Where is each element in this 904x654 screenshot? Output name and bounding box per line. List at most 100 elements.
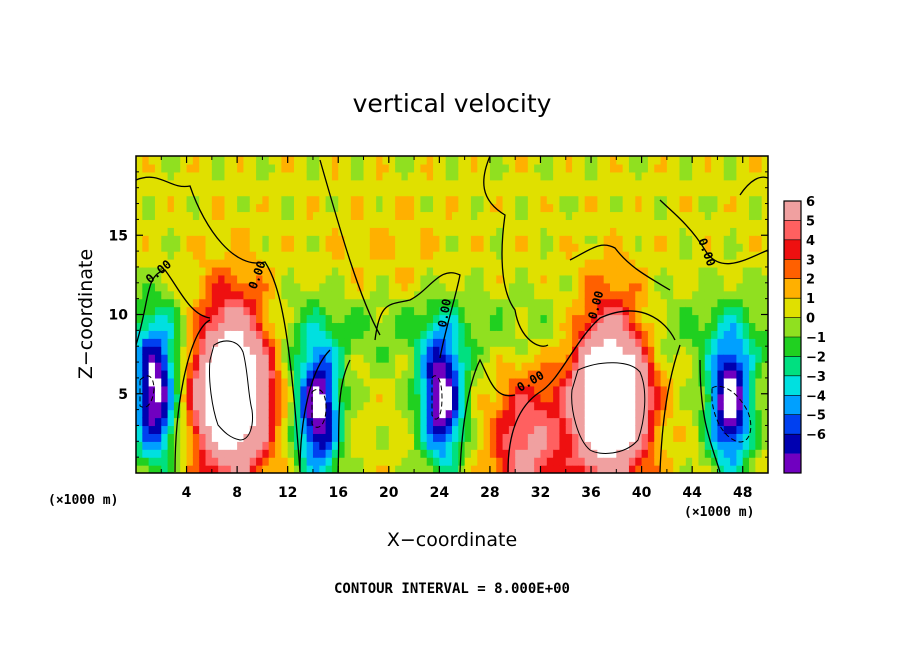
field-cell [268,195,276,205]
field-cell [679,457,687,466]
field-cell [439,369,447,379]
field-cell [591,338,598,347]
field-cell [692,156,700,165]
field-cell [730,243,737,252]
field-cell [205,330,213,339]
field-cell [136,227,143,236]
field-cell [666,195,674,205]
field-cell [395,385,403,395]
field-cell [603,290,611,300]
field-cell [414,163,421,173]
field-cell [508,203,516,213]
field-cell [508,298,516,308]
field-cell [749,306,756,316]
field-cell [508,425,516,434]
field-cell [730,171,737,181]
field-cell [483,465,491,473]
field-cell [319,251,327,260]
field-cell [205,354,213,363]
field-cell [660,251,668,260]
field-cell [685,203,693,213]
field-cell [363,385,371,395]
field-cell [452,322,459,331]
field-cell [704,314,712,324]
field-cell [249,314,257,324]
field-cell [704,417,712,427]
field-cell [420,219,428,228]
field-cell [534,354,542,363]
field-cell [610,457,617,466]
field-cell [268,235,276,244]
field-cell [521,338,529,347]
field-cell [401,465,409,473]
field-cell [148,362,156,371]
field-cell [211,330,219,339]
field-cell [622,163,630,173]
field-cell [401,156,409,165]
field-cell [711,274,719,284]
field-cell [357,306,365,316]
field-cell [508,362,516,371]
field-cell [711,385,719,395]
field-cell [243,377,251,387]
field-cell [515,314,523,324]
field-cell [426,163,434,173]
field-cell [319,290,327,300]
field-cell [527,354,535,363]
field-cell [376,243,384,252]
field-cell [148,195,156,205]
field-cell [439,401,447,411]
field-cell [666,187,674,197]
field-cell [515,457,523,466]
field-cell [192,433,200,442]
field-cell [502,346,510,355]
field-cell [603,354,611,363]
field-cell [730,266,737,276]
field-cell [350,346,358,355]
field-cell [230,179,238,189]
field-cell [749,465,756,473]
field-cell [527,187,535,197]
field-cell [294,306,301,316]
field-cell [546,369,554,379]
field-cell [597,179,605,189]
field-cell [363,457,371,466]
field-cell [540,163,548,173]
field-cell [249,465,257,473]
field-cell [407,369,415,379]
field-cell [268,266,276,276]
field-cell [243,314,251,324]
field-cell [736,369,744,379]
field-cell [306,243,314,252]
field-cell [761,362,768,371]
field-cell [369,362,377,371]
field-cell [572,306,579,316]
field-cell [180,441,188,450]
field-cell [256,401,263,411]
field-cell [148,251,156,260]
field-cell [319,409,327,419]
field-cell [742,385,750,395]
field-cell [565,251,573,260]
colorbar-label: 3 [806,253,815,268]
field-cell [350,417,358,427]
field-cell [508,322,516,331]
field-cell [167,322,175,331]
field-cell [148,266,156,276]
field-cell [192,369,200,379]
field-cell [167,195,175,205]
field-cell [363,346,371,355]
field-cell [268,211,276,221]
field-cell [218,354,226,363]
field-cell [376,417,384,427]
field-cell [262,156,270,165]
field-cell [426,259,434,268]
field-cell [470,298,478,308]
colorbar-label: 2 [806,273,815,288]
field-cell [673,219,681,228]
field-cell [483,243,491,252]
field-cell [268,409,276,419]
field-cell [319,259,327,268]
field-cell [426,449,434,458]
field-cell [673,409,681,419]
